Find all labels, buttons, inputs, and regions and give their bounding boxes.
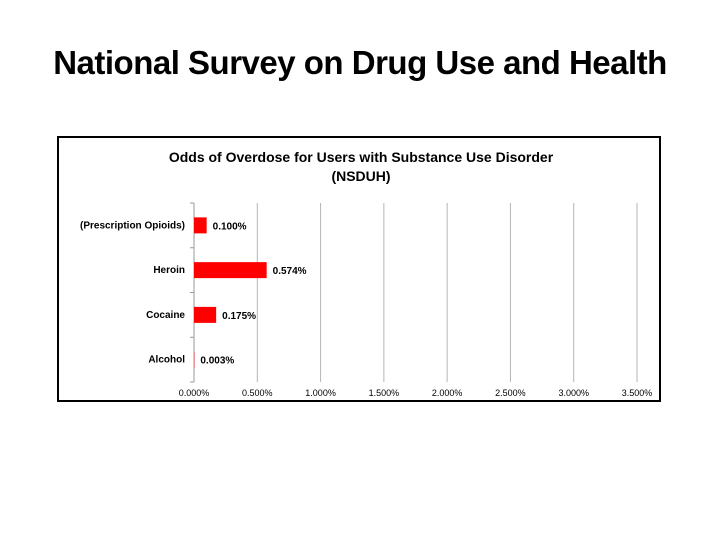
x-tick-label: 2.000% (432, 388, 463, 398)
x-tick-label: 3.000% (558, 388, 589, 398)
chart-gridlines (190, 202, 638, 383)
bar (194, 306, 217, 323)
x-tick-label: 0.500% (242, 388, 273, 398)
category-label: Heroin (153, 265, 185, 276)
data-label: 0.175% (222, 311, 256, 322)
slide-title: National Survey on Drug Use and Health (53, 44, 667, 81)
category-label: (Prescription Opioids) (80, 220, 185, 231)
data-label: 0.574% (273, 266, 307, 277)
chart-bars (194, 217, 267, 368)
category-label: Cocaine (146, 310, 185, 321)
chart-frame: Odds of Overdose for Users with Substanc… (57, 136, 661, 402)
data-labels: 0.100% 0.574% 0.175% 0.003% (200, 221, 306, 366)
overdose-bar-chart: Odds of Overdose for Users with Substanc… (80, 149, 653, 398)
x-tick-label: 2.500% (495, 388, 526, 398)
bar (194, 217, 207, 234)
category-labels: (Prescription Opioids) Heroin Cocaine Alcoh… (80, 220, 185, 365)
x-tick-label: 1.500% (369, 388, 400, 398)
category-label: Alcohol (148, 355, 185, 366)
data-label: 0.100% (213, 221, 247, 232)
x-tick-label: 0.000% (179, 388, 210, 398)
data-label: 0.003% (200, 356, 234, 367)
x-tick-label: 3.500% (622, 388, 653, 398)
chart-title-line-2: (NSDUH) (331, 168, 390, 184)
x-tick-label: 1.000% (305, 388, 336, 398)
chart-title-line-1: Odds of Overdose for Users with Substanc… (169, 149, 554, 165)
x-tick-labels: 0.000% 0.500% 1.000% 1.500% 2.000% 2.500% 3.00… (179, 388, 653, 398)
bar (194, 262, 267, 279)
